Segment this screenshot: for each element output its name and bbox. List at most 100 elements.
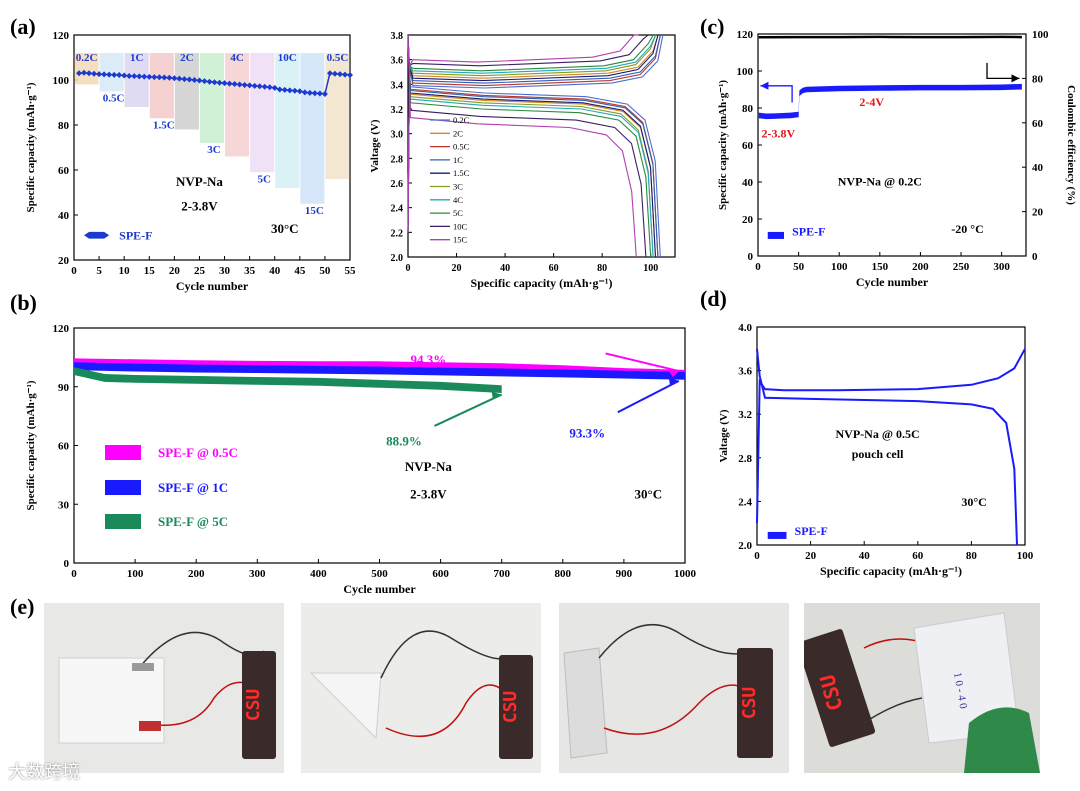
y-tick-label: 2.2 bbox=[391, 228, 404, 239]
annotation-window: 2-3.8V bbox=[181, 199, 218, 214]
x-tick-label: 10 bbox=[119, 265, 131, 277]
rate-block bbox=[300, 53, 325, 204]
x-axis-label: Cycle number bbox=[176, 279, 249, 293]
rate-block bbox=[124, 53, 149, 107]
x-tick-label: 100 bbox=[643, 263, 658, 274]
legend-label: SPE-F @ 5C bbox=[158, 514, 228, 529]
data-point bbox=[216, 79, 223, 86]
red-wire bbox=[385, 684, 507, 738]
legend-swatch bbox=[767, 231, 784, 239]
y-tick-label: 60 bbox=[58, 165, 70, 177]
x-tick-label: 600 bbox=[432, 568, 449, 580]
x-tick-label: 40 bbox=[269, 265, 281, 277]
x-tick-label: 25 bbox=[194, 265, 206, 277]
y2-tick-label: 80 bbox=[1032, 73, 1044, 85]
y-axis-label: Specific capacity (mAh·g⁻¹) bbox=[717, 80, 729, 210]
retention-label: 88.9% bbox=[386, 434, 422, 449]
y-tick-label: 3.0 bbox=[391, 130, 404, 141]
data-point bbox=[246, 82, 253, 89]
x-tick-label: 1000 bbox=[674, 568, 697, 580]
black-wire bbox=[863, 697, 923, 724]
data-point bbox=[126, 72, 133, 79]
capacity-band bbox=[758, 83, 1022, 120]
y2-tick-label: 40 bbox=[1032, 162, 1044, 174]
data-point bbox=[146, 73, 153, 80]
x-tick-label: 80 bbox=[966, 550, 978, 562]
panel-label-d: (d) bbox=[700, 286, 727, 311]
legend-label: SPE-F bbox=[119, 228, 152, 242]
data-point bbox=[111, 71, 118, 78]
discharge-curve bbox=[407, 34, 654, 258]
annotation-temp: -20 °C bbox=[951, 222, 983, 236]
x-tick-label: 700 bbox=[493, 568, 510, 580]
x-tick-label: 60 bbox=[549, 263, 559, 274]
data-point bbox=[86, 70, 93, 77]
y-tick-label: 120 bbox=[737, 29, 754, 41]
x-tick-label: 300 bbox=[993, 261, 1010, 273]
clip-red bbox=[139, 721, 161, 731]
data-point bbox=[191, 77, 198, 83]
x-axis-label: Cycle number bbox=[343, 582, 416, 596]
annotation-window: 2-3.8V bbox=[410, 486, 447, 501]
y-tick-label: 2.4 bbox=[391, 204, 404, 215]
data-point bbox=[91, 70, 98, 77]
x-tick-label: 150 bbox=[872, 261, 889, 273]
annotation-sample: NVP-Na @ 0.2C bbox=[838, 175, 922, 189]
series-band bbox=[74, 367, 502, 393]
led-badge bbox=[242, 651, 276, 759]
x-tick-label: 60 bbox=[912, 550, 924, 562]
y-tick-label: 0 bbox=[748, 251, 754, 263]
y2-axis-label: Coulombic efficiency (%) bbox=[1065, 85, 1077, 205]
data-point bbox=[211, 79, 218, 86]
panel-label-c: (c) bbox=[700, 14, 725, 39]
y-tick-label: 20 bbox=[742, 214, 754, 226]
long-cycling-chart: 0 100 200 300 400 500 600 700 800 900 1000 0 30 60 90 1… bbox=[25, 323, 697, 596]
data-point bbox=[121, 72, 128, 79]
photo-pouch-flat: CSU bbox=[44, 603, 284, 773]
discharge-curve bbox=[756, 348, 1018, 546]
y-tick-label: 3.4 bbox=[391, 80, 404, 91]
photo-pouch-held: CSU 1 0 - 4 0 bbox=[804, 603, 1040, 773]
x-tick-label: 300 bbox=[249, 568, 266, 580]
retention-arrow bbox=[434, 393, 503, 427]
data-point bbox=[226, 80, 233, 87]
legend-label: 10C bbox=[453, 221, 468, 231]
y-tick-label: 0 bbox=[64, 558, 70, 570]
data-point bbox=[176, 75, 183, 82]
data-point bbox=[271, 84, 278, 91]
x-tick-label: 20 bbox=[452, 263, 462, 274]
led-badge bbox=[737, 648, 773, 758]
y-tick-label: 2.8 bbox=[738, 453, 752, 465]
y-tick-label: 20 bbox=[58, 255, 70, 267]
x-tick-label: 400 bbox=[310, 568, 327, 580]
arrow-head bbox=[1011, 74, 1020, 83]
legend-label: 0.5C bbox=[453, 142, 470, 152]
rate-label: 2C bbox=[180, 52, 194, 64]
arrow-head bbox=[491, 391, 502, 399]
data-point bbox=[331, 70, 338, 77]
voltage-window-label: 2-3.8V bbox=[761, 127, 795, 141]
rate-label: 3C bbox=[207, 144, 221, 156]
retention-arrow bbox=[605, 352, 680, 373]
x-tick-label: 80 bbox=[597, 263, 607, 274]
rate-capability-chart: 0 5 10 15 20 25 30 35 40 45 50 55 20 40 60 80 100 120 Cycl… bbox=[25, 30, 356, 293]
y2-tick-label: 60 bbox=[1032, 118, 1044, 130]
data-point bbox=[96, 71, 103, 78]
axis-arrow-left bbox=[760, 85, 793, 103]
data-point bbox=[311, 90, 318, 97]
legend-label: 5C bbox=[453, 208, 463, 218]
y2-tick-label: 0 bbox=[1032, 251, 1038, 263]
y-tick-label: 80 bbox=[58, 120, 70, 132]
x-tick-label: 800 bbox=[555, 568, 572, 580]
charge-curve bbox=[407, 34, 654, 233]
x-tick-label: 50 bbox=[319, 265, 331, 277]
data-point bbox=[306, 89, 313, 96]
x-tick-label: 35 bbox=[244, 265, 256, 277]
x-tick-label: 100 bbox=[831, 261, 848, 273]
legend-label: 4C bbox=[453, 195, 463, 205]
legend-label: SPE-F @ 1C bbox=[158, 480, 228, 495]
rate-block bbox=[275, 53, 300, 188]
discharge-curve bbox=[407, 34, 654, 258]
y-tick-label: 3.2 bbox=[738, 409, 752, 421]
